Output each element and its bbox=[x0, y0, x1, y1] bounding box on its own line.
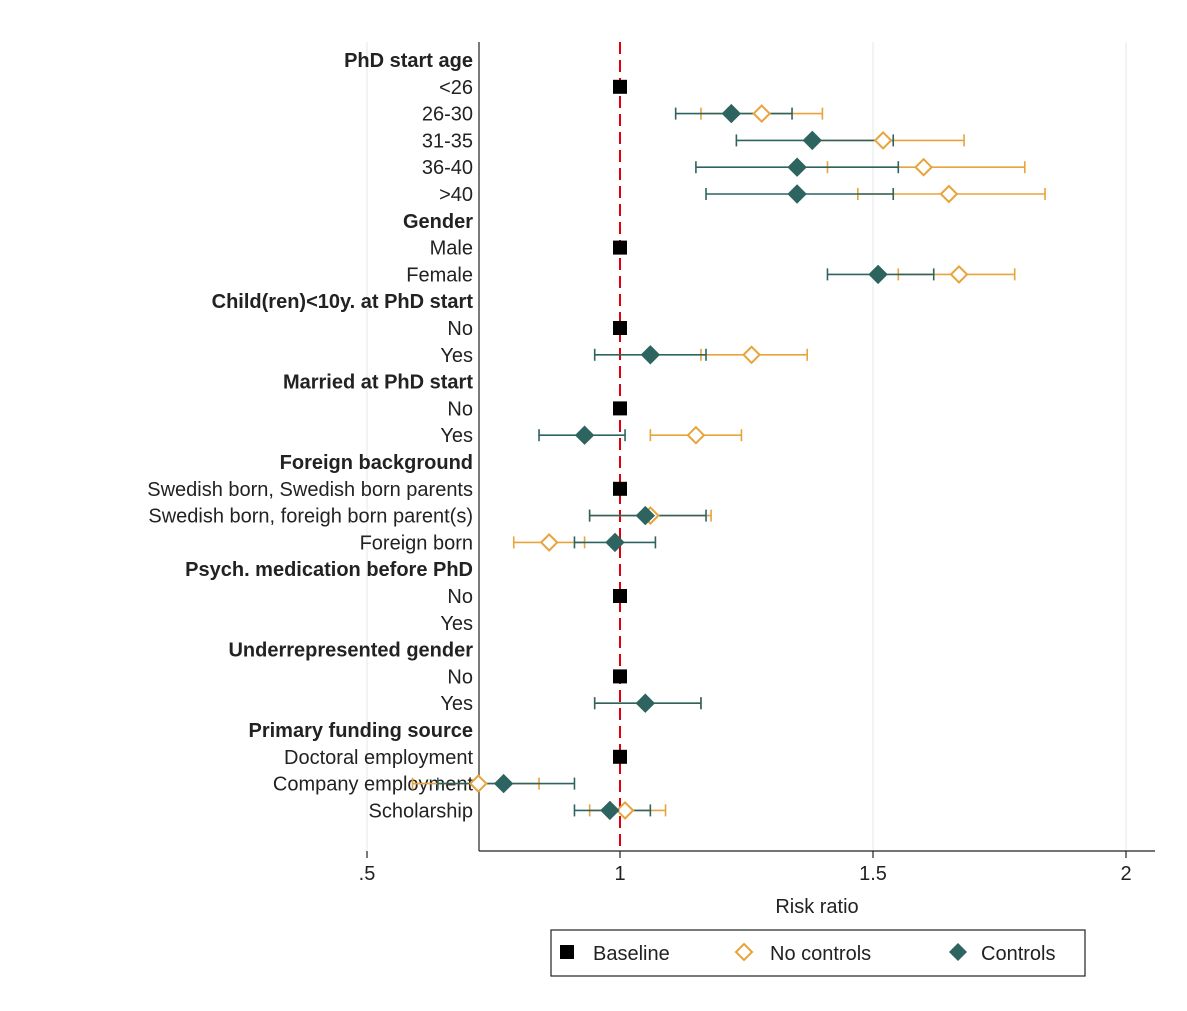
row-label-20: No bbox=[447, 586, 473, 608]
row-label-17: Swedish born, foreigh born parent(s) bbox=[148, 506, 473, 528]
row-label-27: Company employment bbox=[273, 774, 474, 796]
gridlines bbox=[366, 42, 1127, 851]
no-controls-point-8 bbox=[949, 264, 969, 284]
controls-point-11 bbox=[640, 345, 661, 365]
controls-point-27 bbox=[493, 773, 514, 794]
row-label-2: 26-30 bbox=[422, 104, 473, 126]
controls-point-17 bbox=[635, 505, 656, 526]
row-header-15: Foreign background bbox=[280, 452, 473, 474]
row-label-8: Female bbox=[406, 264, 473, 286]
row-label-11: Yes bbox=[440, 345, 473, 367]
baseline-marker-13 bbox=[613, 401, 627, 416]
row-label-4: 36-40 bbox=[422, 157, 473, 179]
row-label-14: Yes bbox=[440, 425, 473, 447]
controls-point-2 bbox=[721, 103, 742, 124]
baseline-marker-10 bbox=[613, 321, 627, 335]
x-tick-label-1: 1 bbox=[614, 863, 625, 885]
row-labels: PhD start age <26 26-30 31-35 36-40 >40 Gender… bbox=[147, 50, 473, 822]
row-label-23: No bbox=[447, 666, 473, 688]
controls-point-24 bbox=[635, 693, 656, 713]
x-ticks: .511.522.53 bbox=[359, 851, 1132, 885]
baseline-marker-26 bbox=[613, 749, 627, 764]
row-label-7: Male bbox=[430, 238, 473, 260]
no-controls-point-28 bbox=[615, 800, 635, 820]
baseline-marker-1 bbox=[613, 79, 627, 94]
data-marks bbox=[411, 79, 1046, 821]
row-header-19: Psych. medication before PhD bbox=[185, 559, 473, 581]
no-controls-point-18 bbox=[539, 532, 559, 552]
legend-box bbox=[550, 929, 1086, 977]
no-controls-point-4 bbox=[914, 157, 934, 177]
row-header-0: PhD start age bbox=[344, 50, 473, 72]
row-header-12: Married at PhD start bbox=[283, 372, 473, 394]
legend-marker-baseline bbox=[560, 945, 574, 959]
row-label-1: <26 bbox=[439, 77, 473, 99]
no-controls-point-14 bbox=[686, 425, 706, 445]
row-label-21: Yes bbox=[440, 613, 473, 635]
controls-point-18 bbox=[605, 532, 625, 553]
no-controls-point-27 bbox=[468, 774, 488, 794]
row-label-13: No bbox=[447, 398, 473, 420]
row-label-24: Yes bbox=[440, 693, 473, 715]
baseline-marker-20 bbox=[613, 589, 627, 603]
no-controls-point-11 bbox=[742, 345, 761, 365]
x-axis-title: Risk ratio bbox=[775, 896, 858, 918]
baseline-marker-16 bbox=[613, 481, 627, 496]
controls-point-3 bbox=[802, 130, 822, 151]
row-label-28: Scholarship bbox=[368, 800, 473, 822]
controls-point-8 bbox=[868, 264, 888, 285]
controls-point-14 bbox=[574, 425, 595, 445]
baseline-marker-23 bbox=[613, 669, 627, 684]
row-header-9: Child(ren)<10y. at PhD start bbox=[212, 291, 474, 313]
row-label-10: No bbox=[447, 318, 473, 340]
legend-marker-controls bbox=[949, 943, 967, 961]
x-tick-label-0: .5 bbox=[359, 863, 376, 885]
no-controls-point-5 bbox=[939, 184, 959, 204]
legend-marker-no-controls bbox=[734, 942, 754, 962]
row-header-25: Primary funding source bbox=[249, 720, 474, 742]
legend-label-no-controls: No controls bbox=[770, 943, 871, 965]
no-controls-point-3 bbox=[873, 130, 893, 150]
controls-point-28 bbox=[600, 800, 620, 821]
x-tick-label-2: 1.5 bbox=[859, 863, 887, 885]
controls-point-4 bbox=[787, 157, 807, 177]
axes bbox=[478, 42, 1155, 852]
row-label-5: >40 bbox=[439, 184, 473, 206]
controls-point-5 bbox=[787, 184, 807, 204]
row-label-18: Foreign born bbox=[360, 532, 473, 554]
no-controls-point-2 bbox=[752, 104, 772, 124]
row-label-3: 31-35 bbox=[422, 130, 473, 152]
baseline-marker-7 bbox=[613, 240, 627, 255]
row-header-22: Underrepresented gender bbox=[228, 640, 473, 662]
legend-label-controls: Controls bbox=[981, 943, 1055, 965]
row-header-6: Gender bbox=[403, 211, 473, 233]
row-label-16: Swedish born, Swedish born parents bbox=[147, 479, 473, 501]
x-tick-label-3: 2 bbox=[1120, 863, 1131, 885]
legend-label-baseline: Baseline bbox=[593, 943, 670, 965]
legend: Baseline No controls Controls bbox=[550, 929, 1086, 977]
row-label-26: Doctoral employment bbox=[284, 747, 473, 769]
